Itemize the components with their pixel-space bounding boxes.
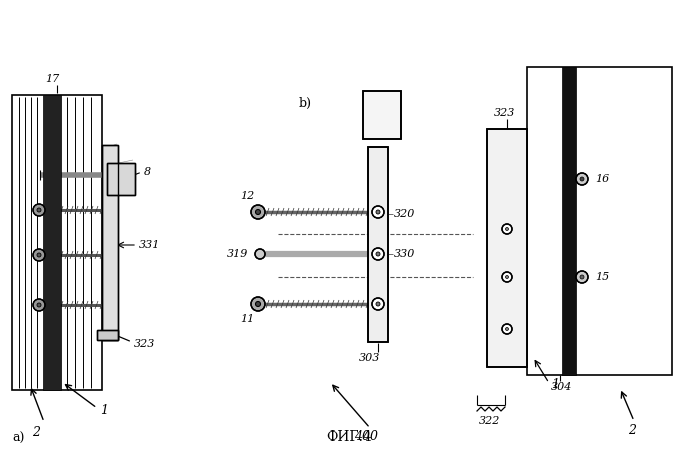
Circle shape [255, 249, 265, 259]
Circle shape [505, 328, 509, 330]
Bar [102, 145, 118, 340]
Text: a): a) [12, 431, 24, 445]
Circle shape [376, 302, 380, 306]
Bar [562, 67, 576, 375]
Circle shape [376, 210, 380, 214]
Circle shape [255, 302, 260, 307]
Bar [363, 91, 401, 139]
Text: 16: 16 [595, 174, 609, 184]
Text: 305: 305 [490, 158, 512, 168]
Text: 323: 323 [134, 339, 156, 349]
Text: 2: 2 [32, 425, 40, 439]
Bar [43, 95, 61, 390]
Circle shape [372, 298, 384, 310]
Text: 331: 331 [139, 240, 161, 250]
Text: 2: 2 [628, 425, 636, 438]
Circle shape [37, 303, 41, 307]
Circle shape [251, 297, 265, 311]
Bar [368, 147, 388, 342]
Circle shape [505, 228, 509, 231]
Circle shape [580, 177, 584, 181]
Bar [487, 129, 527, 367]
Text: 330: 330 [394, 249, 415, 259]
Text: 304: 304 [551, 382, 572, 392]
Text: 322: 322 [480, 416, 500, 426]
Bar [97, 330, 118, 340]
Circle shape [37, 253, 41, 257]
Text: 8: 8 [144, 167, 151, 177]
Circle shape [576, 173, 588, 185]
Text: 1: 1 [100, 404, 108, 416]
Text: b): b) [299, 96, 311, 110]
Bar [487, 129, 527, 367]
Bar [12, 95, 102, 390]
Text: 1: 1 [551, 379, 559, 391]
Circle shape [372, 248, 384, 260]
Circle shape [37, 208, 41, 212]
Circle shape [33, 204, 45, 216]
Text: 323: 323 [494, 108, 516, 118]
Circle shape [251, 205, 265, 219]
Text: 17: 17 [45, 74, 59, 84]
Circle shape [255, 209, 260, 214]
Circle shape [576, 271, 588, 283]
Bar [363, 91, 401, 139]
Bar [107, 163, 135, 195]
Circle shape [502, 224, 512, 234]
Bar [102, 145, 118, 340]
Text: 15: 15 [595, 272, 609, 282]
Bar [107, 163, 135, 195]
Text: ФИГ.4: ФИГ.4 [326, 430, 372, 444]
Circle shape [502, 272, 512, 282]
Bar [97, 330, 118, 340]
Circle shape [505, 275, 509, 278]
Text: 303: 303 [359, 353, 380, 363]
Bar [368, 147, 388, 342]
Circle shape [376, 252, 380, 256]
Circle shape [33, 249, 45, 261]
Text: 319: 319 [228, 249, 248, 259]
Bar [527, 67, 672, 375]
Circle shape [580, 275, 584, 279]
Text: 320: 320 [394, 209, 415, 219]
Text: 11: 11 [240, 314, 254, 324]
Text: 12: 12 [240, 191, 254, 201]
Circle shape [372, 206, 384, 218]
Text: 400: 400 [354, 430, 378, 444]
Circle shape [33, 299, 45, 311]
Circle shape [502, 324, 512, 334]
